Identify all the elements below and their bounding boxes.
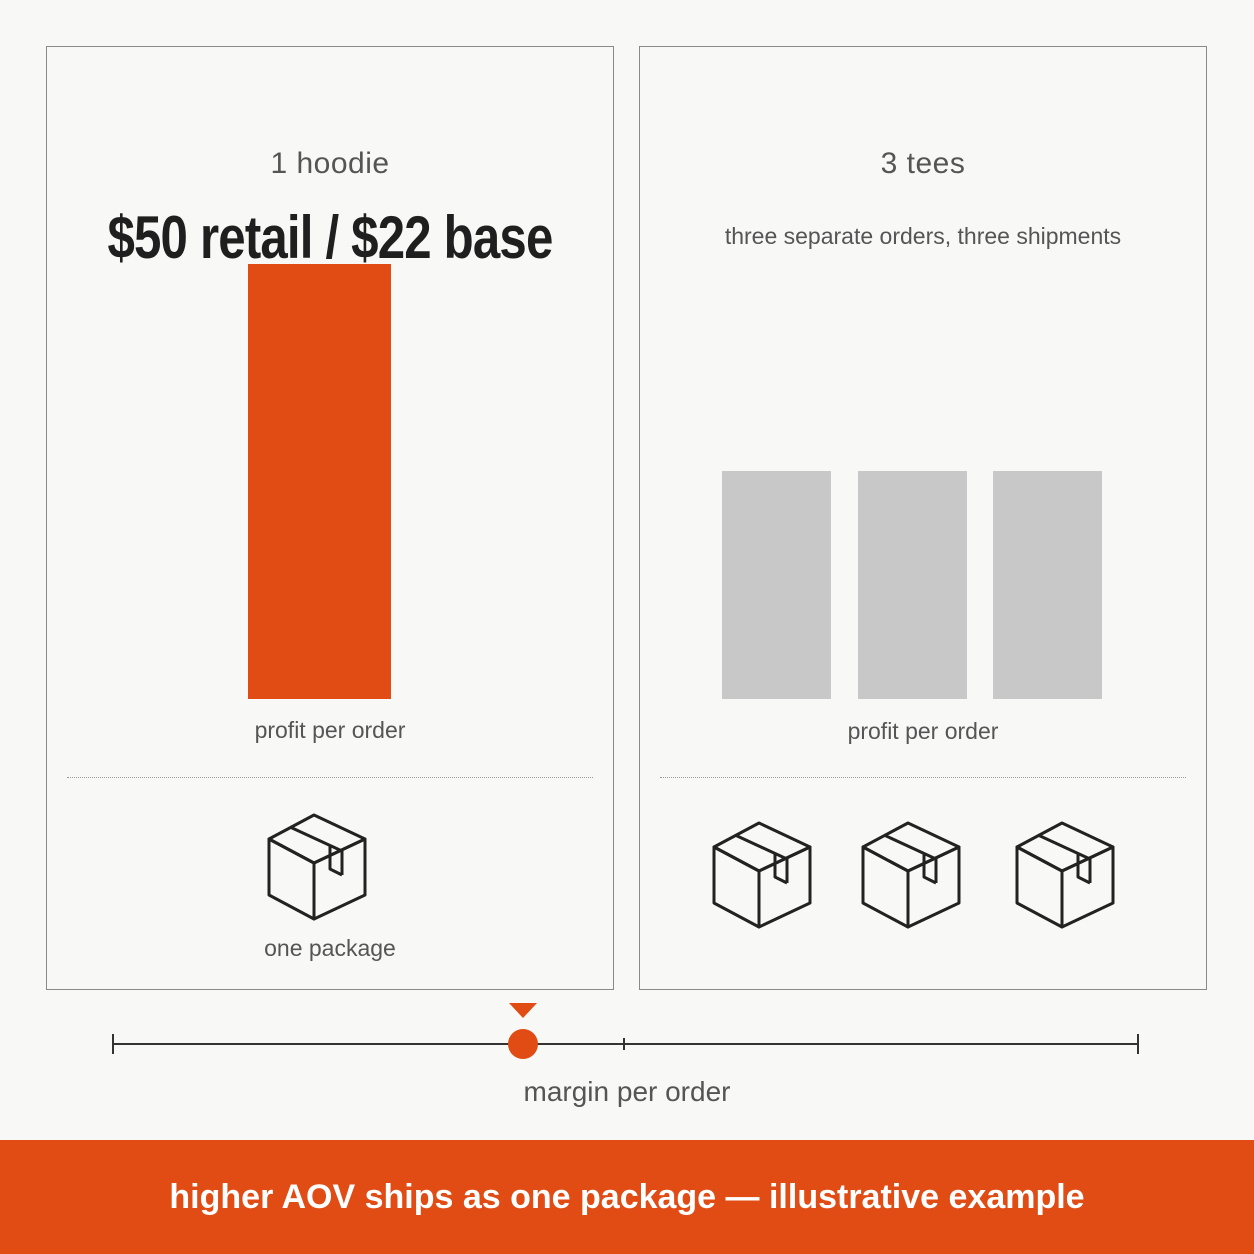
margin-marker <box>508 1029 538 1059</box>
bar-label: profit per order <box>847 718 999 744</box>
package-label: one package <box>264 935 396 961</box>
profit-bar-tee <box>993 471 1102 699</box>
footer-caption: higher AOV ships as one package — illust… <box>169 1177 1085 1216</box>
panel-one-hoodie: 1 hoodie $50 retail / $22 base profit pe… <box>46 46 614 990</box>
panel-note: three separate orders, three shipments <box>724 223 1122 249</box>
price-headline: $50 retail / $22 base <box>107 204 553 271</box>
package-box-icon <box>1015 821 1115 929</box>
footer-banner: higher AOV ships as one package — illust… <box>0 1140 1254 1254</box>
divider <box>660 777 1186 778</box>
divider <box>67 777 593 778</box>
panel-subtitle: 3 tees <box>880 147 966 180</box>
package-box-icon <box>861 821 961 929</box>
bar-label: profit per order <box>254 717 406 743</box>
marker-arrow-icon <box>509 1003 537 1018</box>
profit-bar-tee <box>858 471 967 699</box>
panel-three-tees: 3 tees three separate orders, three ship… <box>639 46 1207 990</box>
scale-label: margin per order <box>523 1076 731 1107</box>
package-box-icon <box>267 813 367 921</box>
profit-bar-tee <box>722 471 831 699</box>
panel-subtitle: 1 hoodie <box>270 147 390 180</box>
package-box-icon <box>712 821 812 929</box>
profit-bar-hoodie <box>248 264 391 699</box>
margin-scale <box>112 1003 1139 1059</box>
